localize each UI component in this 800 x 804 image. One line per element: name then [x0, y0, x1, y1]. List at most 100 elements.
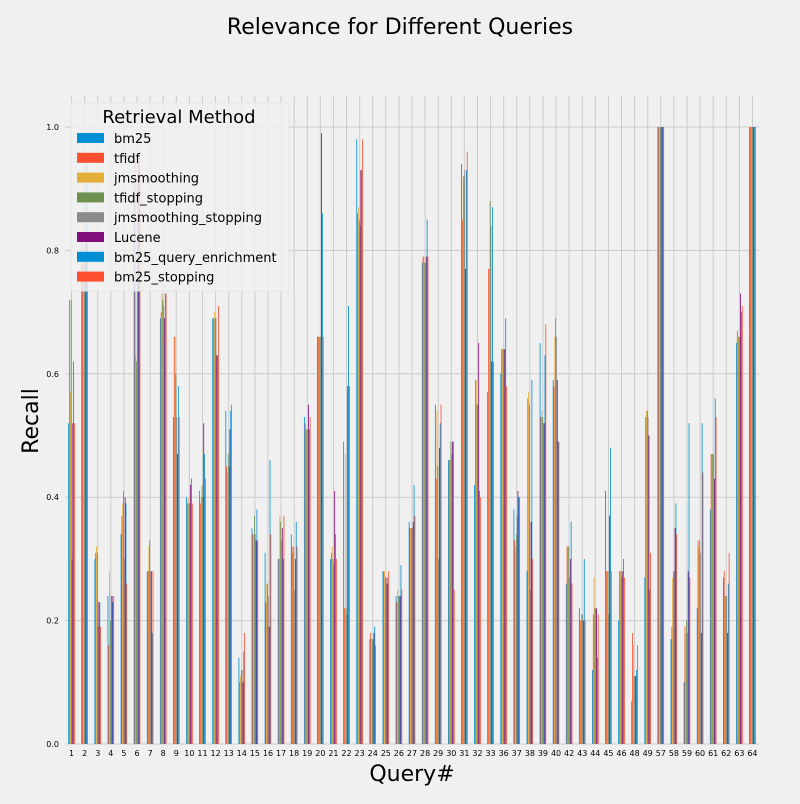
bar-jmsmoothing_stopping-q9	[176, 416, 178, 744]
bar-jmsmoothing-q61	[711, 454, 713, 744]
bar-tfidf-q30	[448, 460, 450, 744]
bar-bm25_query_enrichment-q5	[125, 503, 127, 744]
bar-tfidf-q31	[461, 219, 463, 745]
bar-bm25_stopping-q14	[244, 632, 246, 744]
bar-jmsmoothing-q2	[83, 281, 84, 744]
x-tick-label: 63	[734, 749, 744, 758]
legend: Retrieval Method bm25 tfidf jmsmoothing tfi…	[70, 102, 290, 292]
x-tick-label: 3	[95, 749, 100, 758]
bar-jmsmoothing-q26	[397, 589, 399, 744]
bar-bm25_query_enrichment-q20	[321, 213, 323, 744]
bar-tfidf_stopping-q29	[437, 466, 439, 744]
bar-bm25_stopping-q1	[74, 423, 75, 744]
x-tick-label: 16	[263, 749, 273, 758]
bar-bm25_query_enrichment-q40	[557, 441, 559, 744]
y-tick-label: 0.0	[46, 740, 59, 749]
bar-bm25-q21	[330, 558, 331, 744]
bar-bm25-q1	[68, 423, 70, 744]
bar-tfidf-q27	[409, 528, 411, 744]
bar-Lucene-q36	[504, 349, 506, 744]
bar-jmsmoothing-q18	[292, 552, 294, 744]
bar-tfidf_stopping-q43	[581, 614, 583, 744]
bar-bm25_query_enrichment-q48	[636, 669, 638, 744]
x-tick-label: 59	[682, 749, 692, 758]
bar-tfidf_stopping-q63	[738, 336, 740, 744]
bar-tfidf-q26	[396, 602, 398, 744]
bar-bm25_query_enrichment-q57	[662, 127, 664, 744]
bar-tfidf-q32	[475, 379, 476, 744]
bar-tfidf_stopping-q61	[712, 454, 714, 744]
bar-Lucene-q16	[268, 626, 270, 744]
legend-label-Lucene: Lucene	[114, 231, 161, 246]
bar-tfidf_stopping-q8	[162, 299, 164, 744]
bar-bm25_query_enrichment-q28	[426, 219, 428, 745]
bar-bm25_stopping-q18	[296, 546, 298, 744]
bar-bm25-q42	[565, 583, 567, 744]
bar-Lucene-q30	[452, 441, 453, 744]
bar-bm25-q57	[657, 127, 659, 744]
bar-tfidf-q22	[344, 608, 345, 744]
bar-jmsmoothing-q17	[279, 515, 281, 744]
bar-Lucene-q8	[164, 318, 165, 744]
bar-jmsmoothing-q20	[318, 336, 320, 744]
legend-swatch-tfidf_stopping	[77, 192, 104, 203]
x-tick-label: 60	[695, 749, 705, 758]
bar-tfidf_stopping-q21	[332, 558, 334, 744]
bar-bm25-q36	[500, 373, 502, 744]
bar-jmsmoothing_stopping-q20	[320, 336, 322, 744]
bar-Lucene-q63	[740, 293, 741, 744]
bar-jmsmoothing_stopping-q15	[254, 534, 256, 744]
bar-bm25-q14	[238, 657, 240, 744]
bar-bm25-q19	[303, 416, 305, 744]
bar-jmsmoothing-q22	[344, 454, 346, 744]
bar-jmsmoothing_stopping-q23	[359, 225, 361, 745]
bar-tfidf-q23	[357, 213, 358, 744]
bar-tfidf-q59	[684, 626, 686, 744]
bar-jmsmoothing_stopping-q45	[608, 614, 610, 744]
x-tick-label: 28	[420, 749, 430, 758]
bar-jmsmoothing-q3	[96, 546, 97, 744]
bar-bm25_stopping-q23	[362, 139, 363, 745]
x-tick-label: 31	[459, 749, 469, 758]
bar-bm25_query_enrichment-q59	[688, 423, 690, 744]
bar-tfidf-q8	[160, 312, 162, 744]
bar-jmsmoothing-q4	[109, 571, 111, 744]
bar-jmsmoothing-q62	[724, 595, 726, 744]
legend-label-tfidf: tfidf	[114, 152, 141, 167]
x-tick-label: 46	[616, 749, 626, 758]
legend-label-bm25_stopping: bm25_stopping	[114, 271, 214, 286]
bar-jmsmoothing-q63	[737, 336, 739, 744]
bar-jmsmoothing_stopping-q58	[673, 571, 675, 744]
legend-label-bm25: bm25	[114, 132, 151, 147]
bar-bm25_query_enrichment-q44	[596, 657, 598, 744]
bar-bm25-q7	[146, 571, 148, 744]
x-tick-label: 1	[69, 749, 74, 758]
bar-Lucene-q40	[556, 379, 558, 744]
bar-bm25_query_enrichment-q60	[701, 423, 703, 744]
bar-tfidf-q48	[632, 632, 633, 744]
bar-tfidf-q43	[579, 620, 581, 744]
bars-layer	[68, 127, 756, 745]
bar-bm25-q10	[186, 497, 187, 744]
bar-jmsmoothing_stopping-q10	[189, 503, 191, 744]
bar-bm25-q4	[107, 595, 109, 744]
bar-tfidf_stopping-q33	[489, 201, 491, 745]
bar-tfidf-q36	[501, 349, 503, 744]
bar-tfidf-q46	[619, 571, 620, 744]
y-axis-label: Recall	[19, 388, 44, 454]
bar-jmsmoothing-q37	[515, 546, 516, 744]
bar-bm25_query_enrichment-q18	[295, 521, 297, 744]
bar-jmsmoothing-q27	[410, 528, 412, 744]
legend-swatch-jmsmoothing	[77, 172, 104, 183]
x-tick-label: 22	[341, 749, 351, 758]
bar-jmsmoothing_stopping-q24	[372, 639, 374, 744]
bar-tfidf_stopping-q39	[542, 416, 543, 744]
bar-tfidf-q62	[723, 571, 725, 744]
bar-jmsmoothing-q43	[580, 620, 582, 744]
x-tick-label: 48	[630, 749, 640, 758]
bar-bm25_stopping-q64	[754, 127, 756, 744]
x-tick-label: 57	[656, 749, 666, 758]
bar-tfidf-q42	[566, 546, 568, 744]
bar-tfidf_stopping-q32	[476, 404, 478, 744]
x-tick-label: 58	[669, 749, 679, 758]
